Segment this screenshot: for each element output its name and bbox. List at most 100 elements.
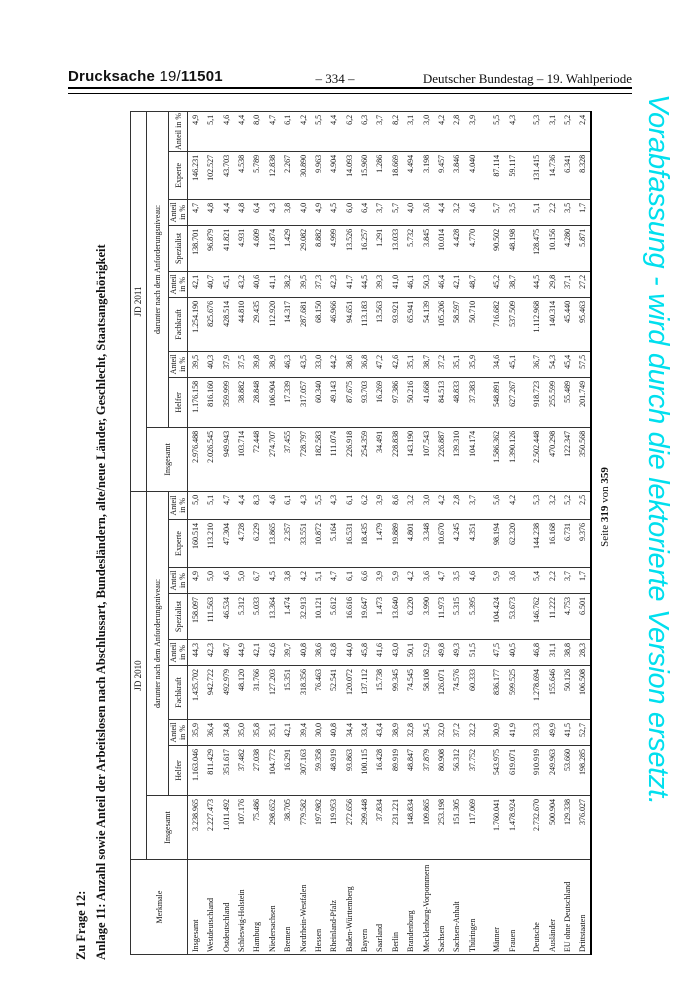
value-cell: 19.889 — [387, 519, 404, 568]
value-cell: 5,3 — [529, 491, 545, 520]
value-cell: 16.168 — [544, 519, 560, 568]
value-cell: 90.502 — [489, 225, 505, 272]
row-label-cell: Nordrhein-Westfalen — [295, 859, 311, 955]
value-cell: 55.489 — [559, 377, 576, 428]
value-cell: 89.919 — [387, 745, 404, 796]
value-cell: 4,2 — [433, 491, 450, 520]
value-cell: 44,5 — [529, 271, 545, 298]
value-cell: 4,6 — [218, 567, 234, 594]
value-cell: 2.732.670 — [529, 795, 545, 860]
value-cell: 4,0 — [295, 199, 311, 226]
value-cell: 3,8 — [280, 199, 296, 226]
value-cell: 5.312 — [234, 593, 250, 640]
value-cell: 10.670 — [433, 519, 450, 568]
value-cell: 99.345 — [387, 665, 404, 720]
value-cell: 8.328 — [575, 151, 591, 200]
value-cell: 317.057 — [295, 377, 311, 428]
value-cell: 4,5 — [326, 199, 342, 226]
merkmale-header-cell: Merkmale — [130, 859, 188, 955]
value-cell: 16.428 — [372, 745, 388, 796]
value-cell: 93.921 — [387, 297, 404, 352]
value-cell: 37.752 — [464, 745, 480, 796]
value-cell: 14.736 — [544, 151, 560, 200]
value-cell — [519, 795, 530, 860]
separator-row — [519, 111, 530, 955]
value-cell: 41,6 — [372, 639, 388, 666]
page-note-wrap: Seite 319 von 359 — [599, 446, 614, 568]
value-cell: 6.341 — [559, 151, 576, 200]
table-row: Bremen 38.705 16.291 42,1 15.351 39,7 1.474 3,8… — [280, 111, 296, 955]
value-cell: 2.026.545 — [203, 427, 219, 492]
value-cell: 146.762 — [529, 593, 545, 640]
value-cell: 42,3 — [326, 271, 342, 298]
value-cell: 60.333 — [464, 665, 480, 720]
value-cell: 29.435 — [249, 297, 265, 352]
row-label-cell: Baden-Württemberg — [341, 859, 357, 955]
value-cell: 41.821 — [218, 225, 234, 272]
value-cell: 5,1 — [203, 491, 219, 520]
value-cell: 11.222 — [544, 593, 560, 640]
value-cell: 113.183 — [357, 297, 373, 352]
value-cell: 6,2 — [341, 111, 357, 152]
value-cell — [519, 567, 530, 594]
value-cell: 31.766 — [249, 665, 265, 720]
value-cell: 4.904 — [326, 151, 342, 200]
value-cell: 231.221 — [387, 795, 404, 860]
value-cell: 13.865 — [264, 519, 281, 568]
value-cell: 52,7 — [575, 719, 591, 746]
value-cell: 500.904 — [544, 795, 560, 860]
value-cell: 4.280 — [559, 225, 576, 272]
table-row: Brandenburg 148.834 48.847 32,8 74.545 50,1 6.… — [403, 111, 419, 955]
value-cell: 35,1 — [403, 351, 419, 378]
value-cell: 104.424 — [489, 593, 505, 640]
value-cell: 2,2 — [544, 567, 560, 594]
value-cell: 14.093 — [341, 151, 357, 200]
value-cell: 52,9 — [418, 639, 434, 666]
value-cell: 37,2 — [433, 351, 450, 378]
value-cell: 5,7 — [387, 199, 404, 226]
value-cell: 4,7 — [218, 491, 234, 520]
value-cell: 5,9 — [489, 567, 505, 594]
value-cell: 27.038 — [249, 745, 265, 796]
value-cell: 105.206 — [433, 297, 450, 352]
value-cell: 3,7 — [372, 111, 388, 152]
value-cell: 57,5 — [575, 351, 591, 378]
value-cell: 4,2 — [295, 567, 311, 594]
value-cell: 87.675 — [341, 377, 357, 428]
value-cell: 107.543 — [418, 427, 434, 492]
value-cell: 6,2 — [357, 491, 373, 520]
value-cell: 5.033 — [249, 593, 265, 640]
value-cell: 728.797 — [295, 427, 311, 492]
value-cell: 9.457 — [433, 151, 450, 200]
value-cell: 5,0 — [203, 567, 219, 594]
value-cell: 104.772 — [264, 745, 281, 796]
value-cell: 13.563 — [372, 297, 388, 352]
value-cell: 779.582 — [295, 795, 311, 860]
value-cell: 6.731 — [559, 519, 576, 568]
value-cell: 47,5 — [489, 639, 505, 666]
value-cell: 6,4 — [249, 199, 265, 226]
value-cell: 3,9 — [372, 491, 388, 520]
value-cell: 2,2 — [544, 199, 560, 226]
value-cell: 43.703 — [218, 151, 234, 200]
value-cell: 249.963 — [544, 745, 560, 796]
value-cell: 197.982 — [310, 795, 327, 860]
value-cell: 160.514 — [187, 519, 204, 568]
value-cell: 3,7 — [464, 491, 480, 520]
value-cell: 46,8 — [529, 639, 545, 666]
value-cell: 46,4 — [433, 271, 450, 298]
darunter-2011-header-cell: darunter nach dem Anforderungsniveau: — [146, 111, 169, 428]
value-cell — [519, 519, 530, 568]
value-cell: 4,2 — [504, 491, 520, 520]
value-cell: 942.722 — [203, 665, 219, 720]
value-cell — [519, 271, 530, 298]
value-cell: 5,0 — [234, 567, 250, 594]
value-cell: 3,5 — [504, 199, 520, 226]
value-cell: 32,0 — [433, 719, 450, 746]
value-cell: 38.705 — [280, 795, 296, 860]
value-cell: 37.455 — [280, 427, 296, 492]
value-cell: 5,9 — [387, 567, 404, 594]
value-cell: 16.616 — [341, 593, 357, 640]
value-cell: 31,1 — [544, 639, 560, 666]
value-cell: 41.668 — [418, 377, 434, 428]
